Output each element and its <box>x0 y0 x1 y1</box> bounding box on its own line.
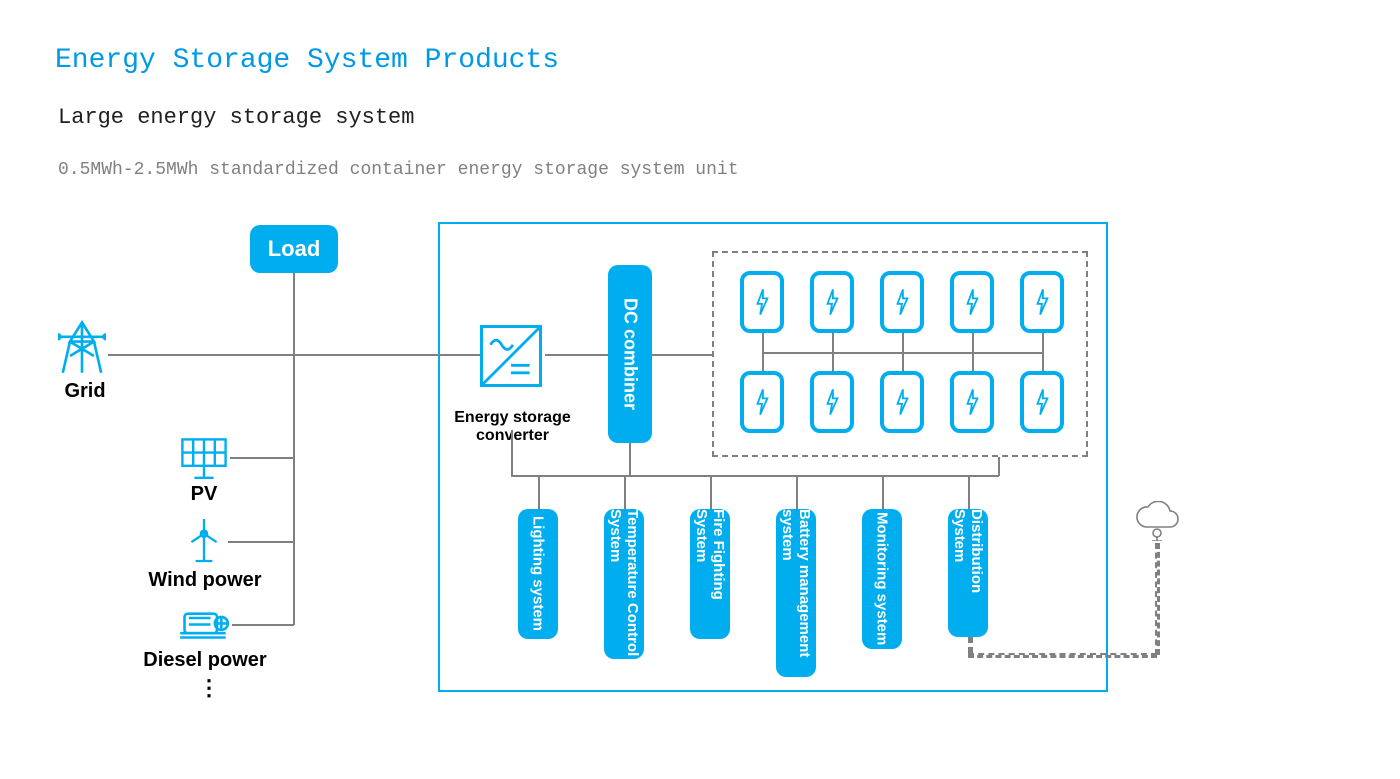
dc-batt-line <box>652 354 712 356</box>
sub-bus-drop-dc <box>629 443 631 475</box>
battery-bus-v <box>972 333 974 371</box>
cloud-icon <box>1132 501 1182 541</box>
battery-bus-v <box>902 333 904 371</box>
subtitle-text: Large energy storage system <box>58 105 414 130</box>
title-text: Energy Storage System Products <box>55 45 559 76</box>
battery-bus-v <box>832 333 834 371</box>
battery-cell <box>1020 271 1064 333</box>
grid-label: Grid <box>50 380 120 403</box>
pv-icon <box>180 437 228 479</box>
source-bus-vertical <box>293 354 295 625</box>
subsystem-block: Distribution System <box>948 509 988 637</box>
page-description: 0.5MWh-2.5MWh standardized container ene… <box>58 160 739 180</box>
battery-cell <box>880 271 924 333</box>
sub-bus-drop-conv <box>511 430 513 475</box>
subsystem-drop <box>710 475 712 509</box>
battery-cell <box>740 271 784 333</box>
battery-cell <box>810 271 854 333</box>
dist-cloud-v1 <box>968 637 973 653</box>
dist-cloud-h <box>968 653 1157 658</box>
description-text: 0.5MWh-2.5MWh standardized container ene… <box>58 160 739 180</box>
pv-label: PV <box>178 483 230 506</box>
wind-icon <box>183 519 225 565</box>
diesel-connector <box>232 624 294 626</box>
batt-sub-drop <box>998 457 1000 476</box>
battery-cell <box>950 271 994 333</box>
subsystem-block: Lighting system <box>518 509 558 639</box>
subsystem-drop <box>538 475 540 509</box>
subsystem-drop <box>624 475 626 509</box>
subsystem-drop <box>968 475 970 509</box>
conv-dc-line <box>545 354 608 356</box>
load-connector <box>293 273 295 355</box>
battery-cell <box>810 371 854 433</box>
subsystem-block: Temperature Control System <box>604 509 644 659</box>
dc-combiner-block: DC combiner <box>608 265 652 443</box>
subsystem-block: Fire Fighting System <box>690 509 730 639</box>
battery-bus-v <box>762 333 764 371</box>
converter-label: Energy storage converter <box>440 391 585 445</box>
battery-bus-v <box>1042 333 1044 371</box>
load-block: Load <box>250 225 338 273</box>
subsystem-drop <box>882 475 884 509</box>
diagram-canvas: Load Grid PV Wind power <box>50 205 1310 735</box>
sub-bus-h1 <box>511 475 999 477</box>
pv-connector <box>230 457 294 459</box>
wind-connector <box>228 541 294 543</box>
converter-icon <box>480 325 542 387</box>
dist-cloud-v2 <box>1155 543 1160 655</box>
diesel-label: Diesel power <box>135 649 275 672</box>
subsystem-block: Monitoring system <box>862 509 902 649</box>
subsystem-block: Battery management system <box>776 509 816 677</box>
subsystem-drop <box>796 475 798 509</box>
load-label: Load <box>268 236 321 262</box>
battery-cell <box>880 371 924 433</box>
dc-label: DC combiner <box>620 298 641 410</box>
grid-icon <box>58 320 106 374</box>
page-subtitle: Large energy storage system <box>58 105 414 130</box>
battery-cell <box>740 371 784 433</box>
battery-cell <box>1020 371 1064 433</box>
ellipsis: ⋮ <box>198 675 218 701</box>
diesel-icon <box>178 605 230 645</box>
battery-cell <box>950 371 994 433</box>
page-title: Energy Storage System Products <box>55 45 559 76</box>
wind-label: Wind power <box>145 569 265 592</box>
